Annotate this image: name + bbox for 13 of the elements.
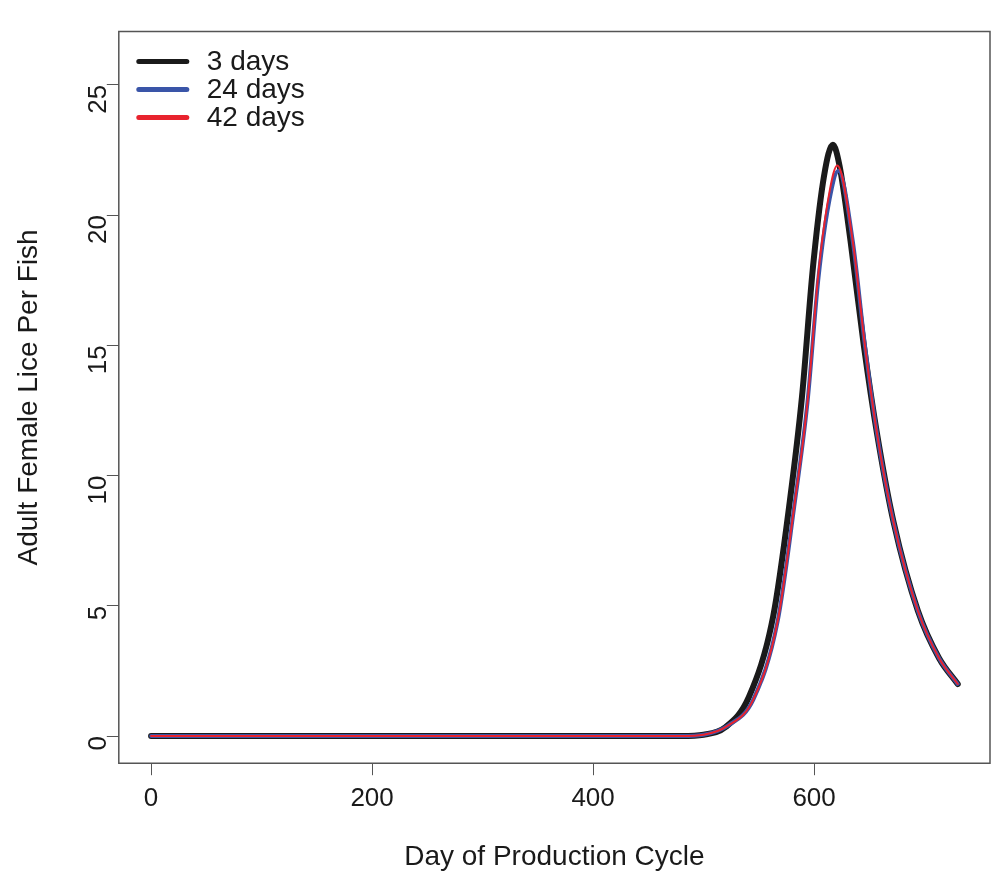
- x-tick-label: 400: [571, 781, 615, 812]
- y-tick-label: 25: [81, 84, 112, 114]
- y-axis-title: Adult Female Lice Per Fish: [11, 229, 43, 566]
- y-tick-label: 5: [81, 605, 112, 621]
- x-tick-label: 0: [143, 781, 159, 812]
- x-tick-label: 200: [350, 781, 394, 812]
- x-tick-label: 600: [792, 781, 836, 812]
- legend-label: 3 days: [206, 45, 290, 77]
- y-tick-label: 0: [81, 736, 112, 751]
- x-axis-title: Day of Production Cycle: [404, 839, 705, 871]
- y-tick-label: 20: [81, 215, 112, 244]
- y-tick-label: 15: [81, 345, 112, 375]
- y-tick-label: 10: [81, 475, 112, 505]
